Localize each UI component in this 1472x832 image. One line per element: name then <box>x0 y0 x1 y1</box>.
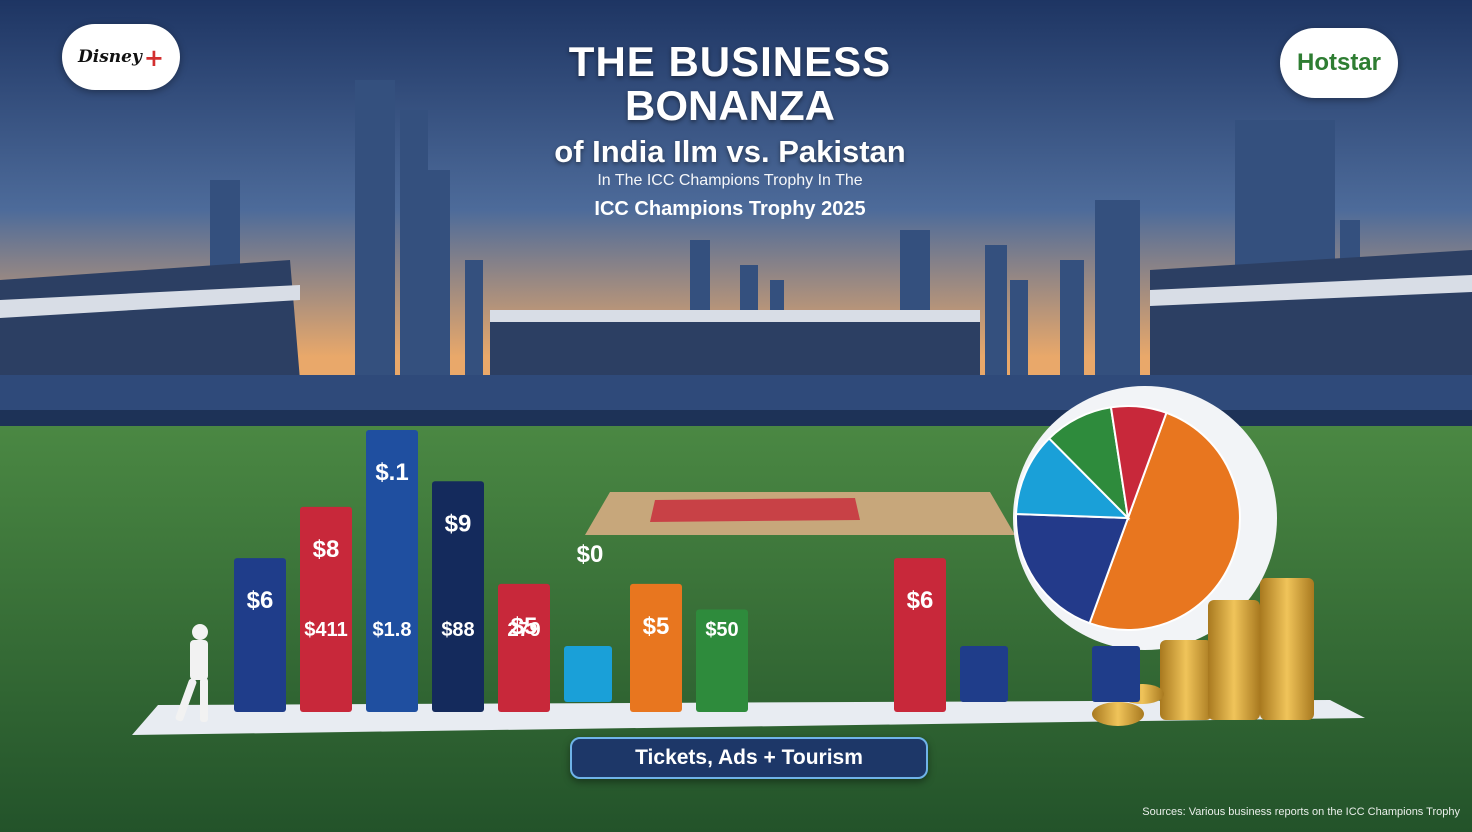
bar-7 <box>696 609 748 712</box>
bar-value-label-2: $.1 <box>375 459 408 486</box>
revenue-banner: Tickets, Ads + Tourism <box>570 737 928 779</box>
pie-slice-0 <box>1088 411 1241 631</box>
bar-0 <box>234 558 286 712</box>
banner-label: Tickets, Ads + Tourism <box>635 746 863 769</box>
title-line-1: THE BUSINESS <box>568 38 892 85</box>
bar-3 <box>432 481 484 712</box>
disney-logo-text: Disney <box>78 47 142 67</box>
subtitle: of India Ilm vs. Pakistan <box>554 134 906 169</box>
pitch-flag <box>650 498 860 522</box>
title-block: THE BUSINESS BONANZA of India Ilm vs. Pa… <box>470 40 990 221</box>
bar-2 <box>366 430 418 712</box>
bar-5 <box>564 646 612 702</box>
pie-slice-2 <box>1015 437 1131 520</box>
boundary-boards <box>0 410 1472 426</box>
bar-10 <box>894 558 946 712</box>
bar-4 <box>498 583 550 712</box>
kicker-text: In The ICC Champions Trophy In The <box>597 172 863 189</box>
bar-13 <box>1092 646 1140 702</box>
bar-secondary-label-2: $1.8 <box>373 619 412 641</box>
bar-1 <box>300 506 352 712</box>
pie-slice-1 <box>1015 512 1130 625</box>
bar-value-label-0: $6 <box>247 587 274 614</box>
bar-value-label-4: $5 <box>511 613 538 640</box>
bar-value-label-6: $5 <box>643 613 670 640</box>
bar-value-label-1: $8 <box>313 536 340 563</box>
hotstar-logo-text: Hotstar <box>1296 49 1381 76</box>
pie-slice-4 <box>1109 405 1168 519</box>
gold-coin-stacks <box>1092 578 1314 726</box>
bar-value-label-3: $9 <box>445 510 472 537</box>
bar-6 <box>630 583 682 712</box>
bar-value-label-5: $0 <box>577 541 604 568</box>
hotstar-logo: Hotstar <box>1280 28 1398 98</box>
title-line-2: BONANZA <box>625 82 835 129</box>
bar-value-label-10: $6 <box>907 587 934 614</box>
bar-secondary-label-1: $411 <box>304 619 347 641</box>
disney-plus-logo: Disney + <box>62 24 180 90</box>
stadium-stands <box>0 250 1472 420</box>
bar-secondary-label-4: 279 <box>507 619 540 641</box>
bar-secondary-label-7: $50 <box>705 619 738 641</box>
event-name: ICC Champions Trophy 2025 <box>594 198 866 220</box>
disney-plus-sign: + <box>143 42 164 72</box>
cricketer-figure <box>175 624 208 722</box>
bar-11 <box>960 646 1008 702</box>
footer-sources: Sources: Various business reports on the… <box>1142 806 1460 818</box>
bar-secondary-label-3: $88 <box>441 619 474 641</box>
